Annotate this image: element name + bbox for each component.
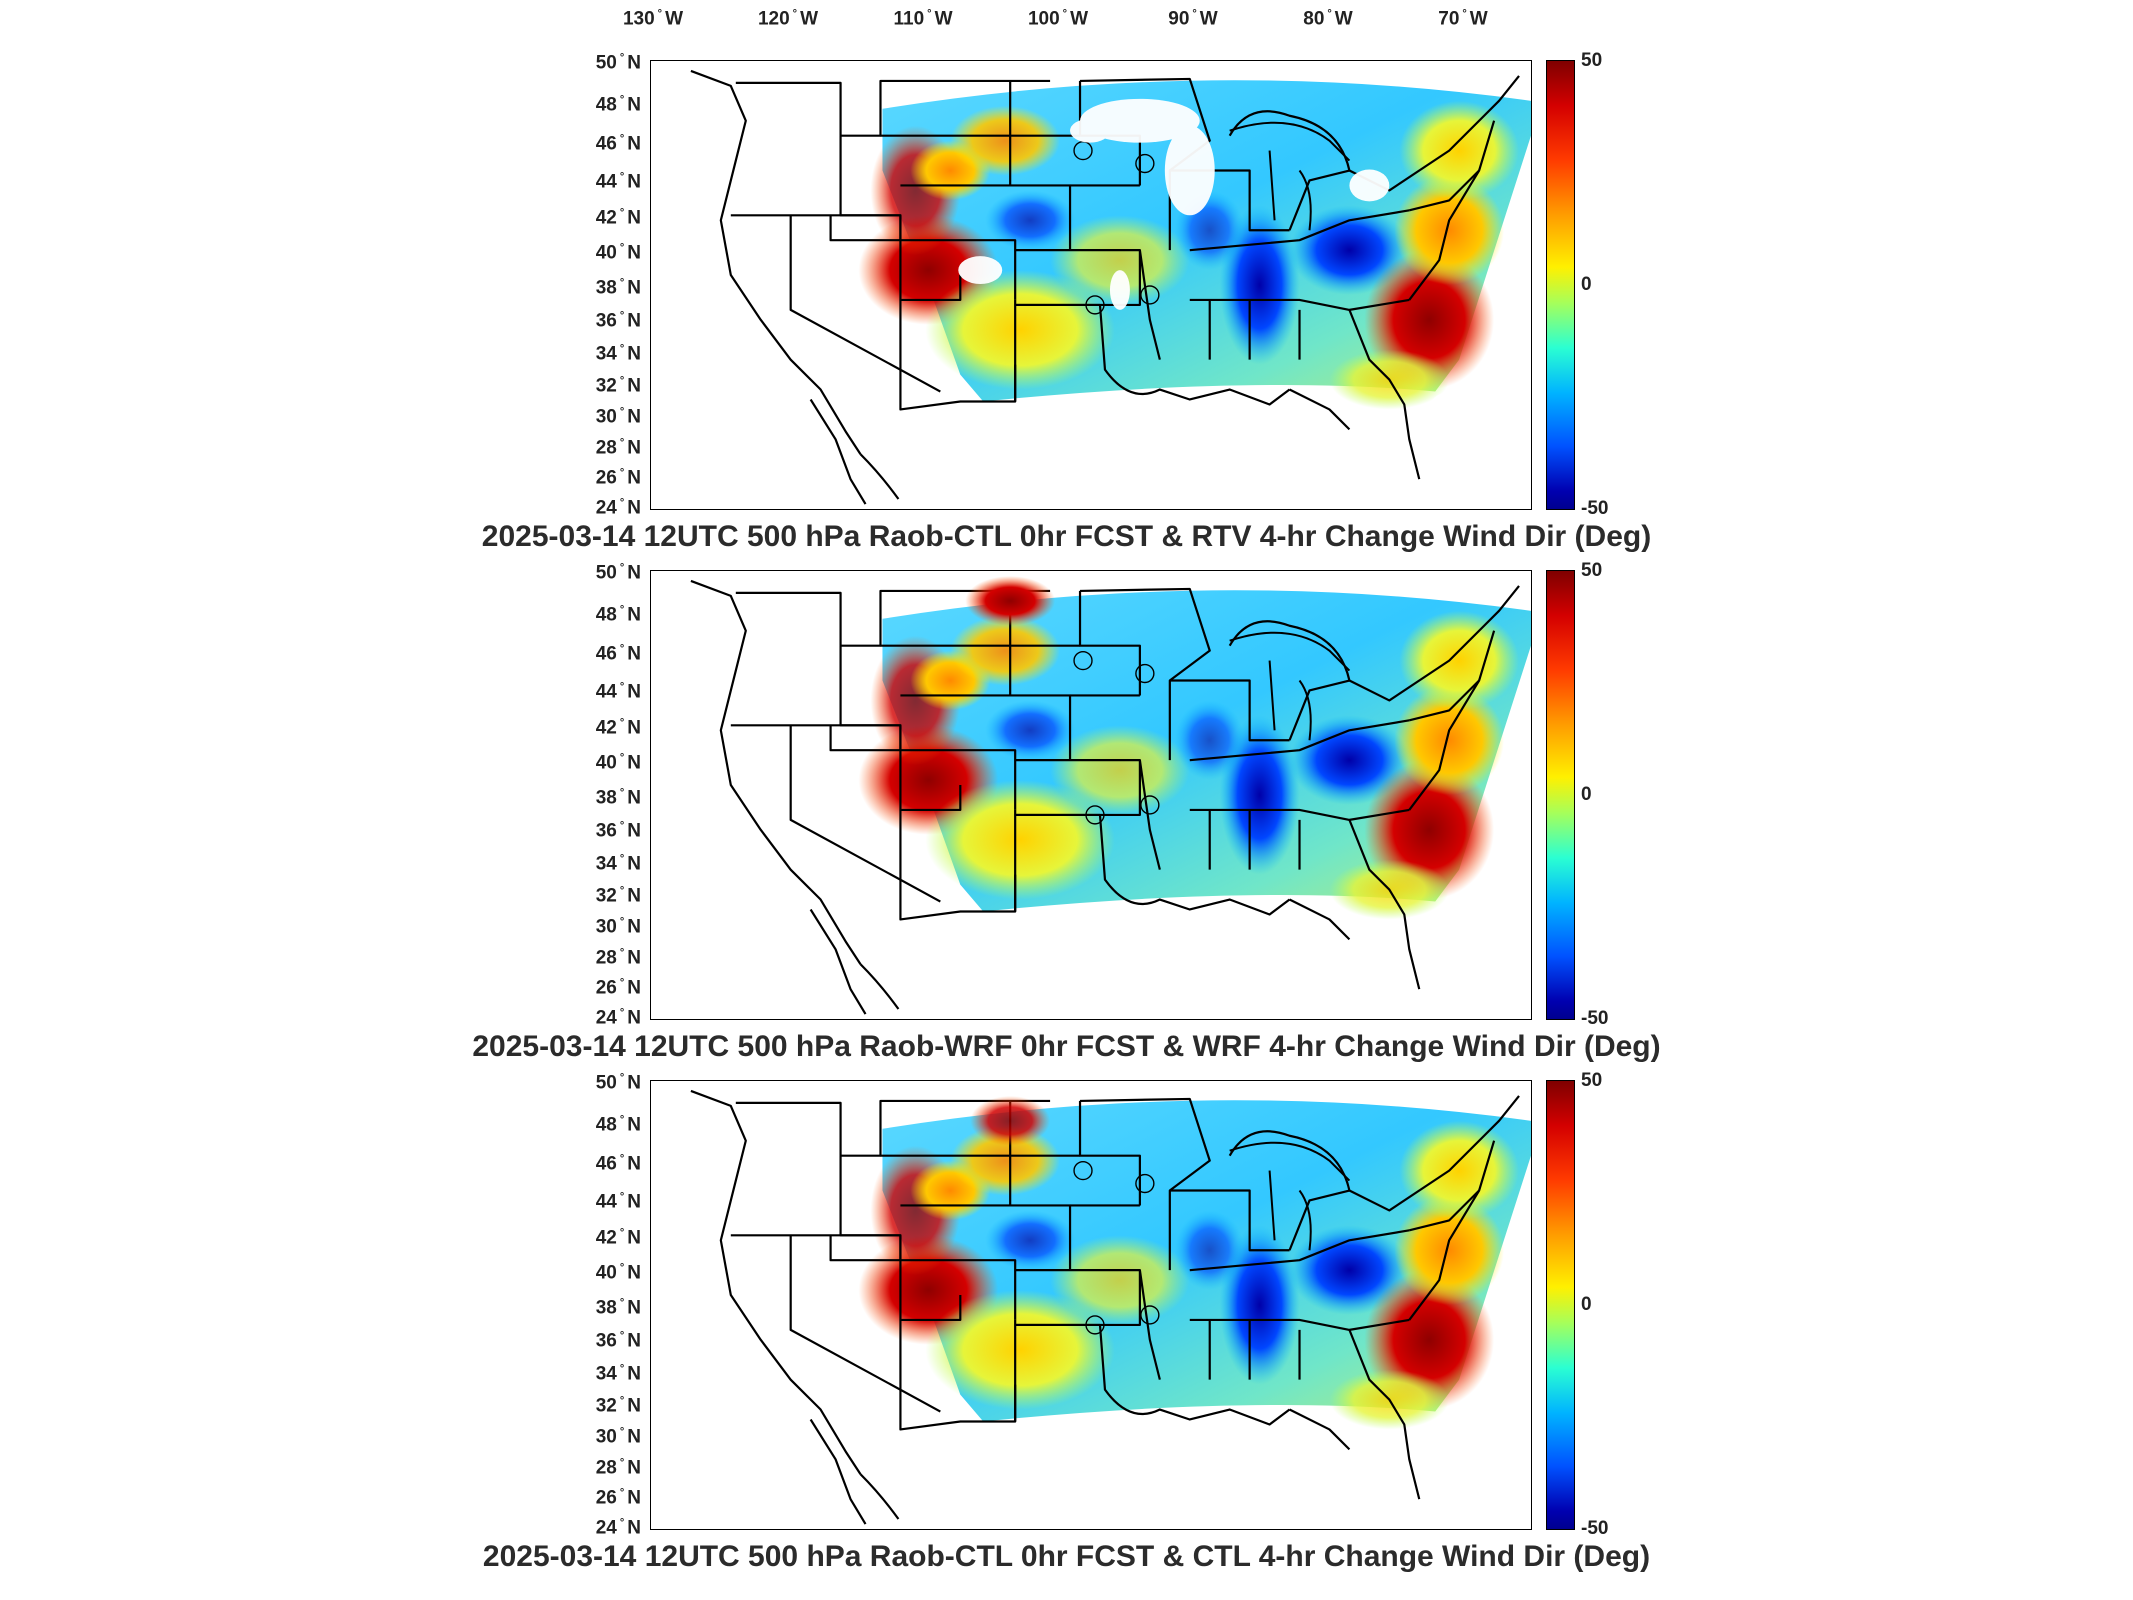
wind-direction-change-map bbox=[689, 575, 1531, 1016]
lat-label-26n: 26 ° N bbox=[595, 1487, 641, 1509]
lat-label-30n: 30 ° N bbox=[595, 406, 641, 428]
colorbar-max-label: 50 bbox=[1581, 50, 1603, 71]
lat-label-28n: 28 ° N bbox=[595, 437, 641, 459]
colorbar bbox=[1546, 1080, 1575, 1530]
lat-label-34n: 34 ° N bbox=[595, 853, 641, 875]
lat-label-46n: 46 ° N bbox=[595, 133, 641, 155]
colorbar-min-label: -50 bbox=[1581, 1008, 1609, 1029]
colorbar-mid-label: 0 bbox=[1581, 784, 1592, 805]
lon-label-80w: 80 ° W bbox=[1303, 8, 1353, 30]
lat-label-30n: 30 ° N bbox=[595, 1426, 641, 1448]
lat-label-44n: 44 ° N bbox=[595, 681, 641, 703]
lat-label-26n: 26 ° N bbox=[595, 977, 641, 999]
missing-data-patches bbox=[958, 98, 1468, 417]
lat-label-42n: 42 ° N bbox=[595, 1227, 641, 1249]
panel-title: 2025-03-14 12UTC 500 hPa Raob-CTL 0hr FC… bbox=[481, 520, 1652, 553]
lon-label-100w: 100 ° W bbox=[1027, 8, 1089, 30]
colorbar-max-label: 50 bbox=[1581, 560, 1603, 581]
wind-direction-change-map bbox=[689, 69, 1531, 506]
lat-label-24n: 24 ° N bbox=[595, 1007, 641, 1029]
lat-label-24n: 24 ° N bbox=[595, 497, 641, 519]
lat-label-42n: 42 ° N bbox=[595, 717, 641, 739]
lat-label-28n: 28 ° N bbox=[595, 947, 641, 969]
map-plot-area bbox=[650, 570, 1532, 1020]
lat-label-38n: 38 ° N bbox=[595, 787, 641, 809]
lon-label-70w: 70 ° W bbox=[1438, 8, 1488, 30]
panel-title: 2025-03-14 12UTC 500 hPa Raob-CTL 0hr FC… bbox=[482, 1540, 1651, 1573]
lat-label-36n: 36 ° N bbox=[595, 1330, 641, 1352]
lat-label-32n: 32 ° N bbox=[595, 375, 641, 397]
lon-label-120w: 120 ° W bbox=[757, 8, 819, 30]
lat-label-24n: 24 ° N bbox=[595, 1517, 641, 1539]
lat-label-40n: 40 ° N bbox=[595, 752, 641, 774]
lat-label-38n: 38 ° N bbox=[595, 1297, 641, 1319]
lat-label-46n: 46 ° N bbox=[595, 643, 641, 665]
lat-label-48n: 48 ° N bbox=[595, 604, 641, 626]
lat-label-44n: 44 ° N bbox=[595, 1191, 641, 1213]
colorbar-max-label: 50 bbox=[1581, 1070, 1603, 1091]
longitude-axis: 130 ° W 120 ° W 110 ° W 100 ° W 90 ° W 80 ° W 70 ° W bbox=[0, 0, 2133, 44]
lat-label-36n: 36 ° N bbox=[595, 820, 641, 842]
lat-label-50n: 50 ° N bbox=[595, 562, 641, 584]
lat-label-28n: 28 ° N bbox=[595, 1457, 641, 1479]
lat-label-48n: 48 ° N bbox=[595, 1114, 641, 1136]
panel-title: 2025-03-14 12UTC 500 hPa Raob-WRF 0hr FC… bbox=[472, 1030, 1661, 1063]
lat-label-34n: 34 ° N bbox=[595, 343, 641, 365]
colorbar bbox=[1546, 60, 1575, 510]
map-plot-area bbox=[650, 60, 1532, 510]
colorbar-mid-label: 0 bbox=[1581, 274, 1592, 295]
lat-label-50n: 50 ° N bbox=[595, 52, 641, 74]
lon-label-110w: 110 ° W bbox=[893, 8, 953, 30]
lat-label-34n: 34 ° N bbox=[595, 1363, 641, 1385]
lon-label-90w: 90 ° W bbox=[1168, 8, 1218, 30]
lat-label-30n: 30 ° N bbox=[595, 916, 641, 938]
lat-label-44n: 44 ° N bbox=[595, 171, 641, 193]
lat-label-38n: 38 ° N bbox=[595, 277, 641, 299]
lat-label-42n: 42 ° N bbox=[595, 207, 641, 229]
colorbar-min-label: -50 bbox=[1581, 1518, 1609, 1539]
colorbar bbox=[1546, 570, 1575, 1020]
lat-label-40n: 40 ° N bbox=[595, 242, 641, 264]
lat-label-26n: 26 ° N bbox=[595, 467, 641, 489]
lon-label-130w: 130 ° W bbox=[622, 8, 684, 30]
lat-label-48n: 48 ° N bbox=[595, 94, 641, 116]
wind-direction-change-map bbox=[689, 1089, 1531, 1526]
lat-label-46n: 46 ° N bbox=[595, 1153, 641, 1175]
colorbar-min-label: -50 bbox=[1581, 498, 1609, 519]
map-plot-area bbox=[650, 1080, 1532, 1530]
colorbar-mid-label: 0 bbox=[1581, 1294, 1592, 1315]
lat-label-36n: 36 ° N bbox=[595, 310, 641, 332]
lat-label-32n: 32 ° N bbox=[595, 1395, 641, 1417]
lat-label-50n: 50 ° N bbox=[595, 1072, 641, 1094]
lat-label-40n: 40 ° N bbox=[595, 1262, 641, 1284]
lat-label-32n: 32 ° N bbox=[595, 885, 641, 907]
